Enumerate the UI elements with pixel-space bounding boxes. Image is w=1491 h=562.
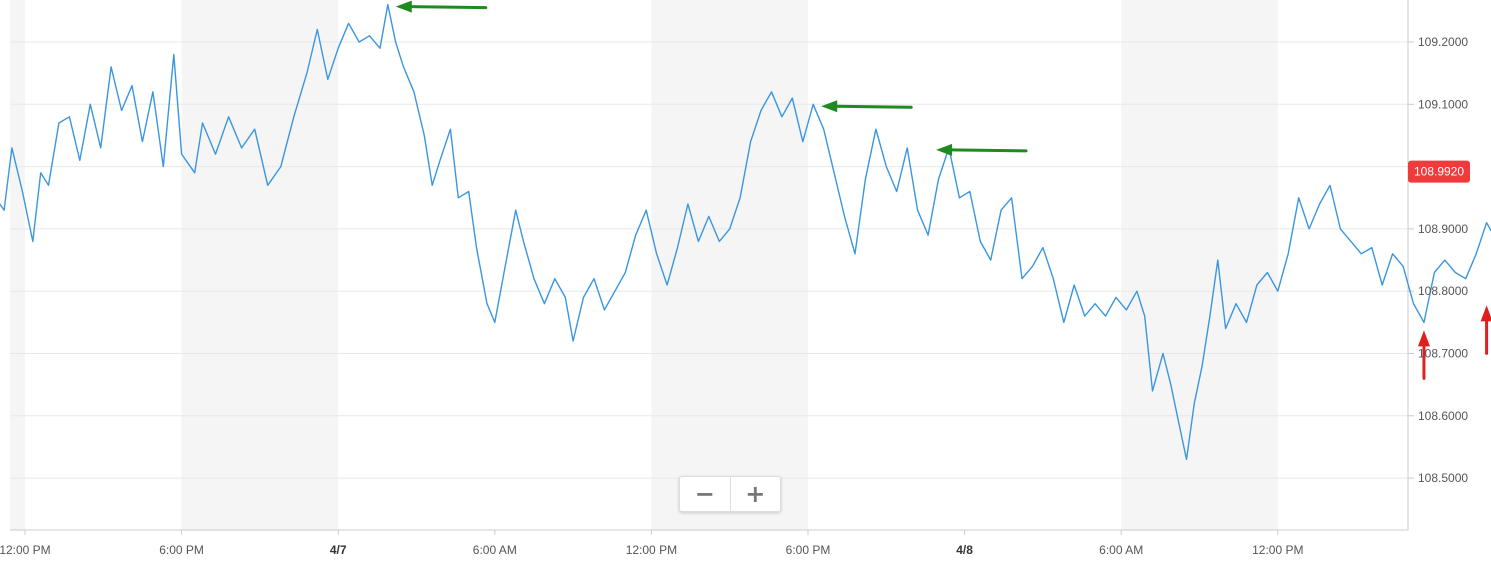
shaded-band (1121, 0, 1278, 530)
y-tick-label: 108.5000 (1418, 471, 1468, 485)
green-arrow-head (936, 143, 953, 156)
green-arrow-shaft (408, 5, 488, 10)
green-arrow-head (395, 0, 412, 13)
x-tick-label: 12:00 PM (626, 543, 677, 557)
green-arrow-shaft (948, 148, 1028, 153)
x-tick-label: 6:00 PM (786, 543, 831, 557)
green-arrow (936, 143, 1028, 156)
zoom-in-button[interactable]: + (729, 477, 781, 511)
green-arrow-shaft (833, 104, 913, 109)
x-tick-label: 6:00 AM (1099, 543, 1143, 557)
red-arrow-head (1417, 330, 1430, 347)
y-tick-label: 108.8000 (1418, 284, 1468, 298)
green-arrow (395, 0, 488, 13)
x-tick-label: 4/8 (956, 543, 973, 557)
y-tick-label: 108.9000 (1418, 222, 1468, 236)
shaded-band (10, 0, 25, 530)
y-tick-label: 108.7000 (1418, 347, 1468, 361)
y-tick-label: 109.1000 (1418, 97, 1468, 111)
series-line (0, 3, 1491, 461)
red-arrow (1480, 305, 1491, 355)
zoom-controls: − + (679, 476, 781, 512)
x-tick-label: 6:00 AM (473, 543, 517, 557)
x-tick-label: 12:00 PM (0, 543, 51, 557)
red-arrow-head (1480, 305, 1491, 322)
night-bands (10, 0, 1278, 530)
y-tick-label: 108.6000 (1418, 409, 1468, 423)
red-arrow (1417, 330, 1430, 380)
x-tick-label: 6:00 PM (159, 543, 204, 557)
tick-labels: 108.5000 108.6000 108.7000 108.8000 108.9000… (0, 35, 1470, 557)
annotations (395, 0, 1491, 380)
green-arrow-head (821, 100, 838, 113)
y-tick-label: 109.2000 (1418, 35, 1468, 49)
x-tick-label: 4/7 (330, 543, 347, 557)
x-tick-label: 12:00 PM (1252, 543, 1303, 557)
shaded-band (651, 0, 808, 530)
last-value-label: 108.9920 (1414, 165, 1464, 179)
last-value-badge (1408, 160, 1470, 183)
shaded-band (181, 0, 339, 530)
green-arrow (821, 100, 913, 113)
series (0, 3, 1491, 461)
zoom-out-button[interactable]: − (694, 480, 715, 508)
